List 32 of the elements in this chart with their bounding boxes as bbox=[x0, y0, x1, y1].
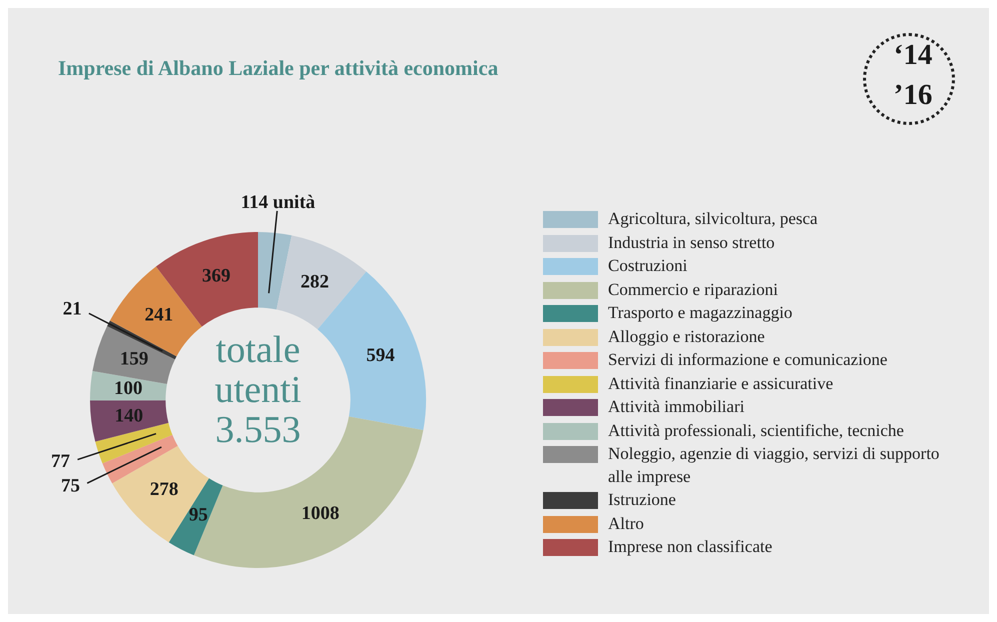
legend-label: Servizi di informazione e comunicazione bbox=[608, 349, 888, 371]
data-label: 159 bbox=[120, 348, 148, 370]
text: ’16 bbox=[892, 78, 934, 112]
legend-label: Attività immobiliari bbox=[608, 396, 746, 418]
data-label: 241 bbox=[144, 304, 174, 326]
data-label: 100 bbox=[114, 378, 143, 399]
text: ‘14 bbox=[892, 38, 934, 72]
legend-label: Attività finanziarie e assicurative bbox=[608, 372, 834, 394]
data-label: 77 bbox=[50, 450, 70, 472]
legend-label: Costruzioni bbox=[608, 255, 688, 277]
chart-title: Imprese di Albano Laziale per attività economica bbox=[58, 56, 498, 81]
data-label: 95 bbox=[188, 504, 208, 526]
legend-label: Noleggio, agenzie di viaggio, servizi di supporto alle imprese bbox=[608, 443, 940, 488]
data-label: 594 bbox=[366, 344, 396, 366]
data-label: 140 bbox=[114, 405, 144, 426]
legend-label: Imprese non classificate bbox=[608, 536, 774, 558]
legend-label: Commercio e riparazioni bbox=[608, 278, 779, 301]
data-label: 21 bbox=[62, 298, 82, 320]
legend-label: Agricoltura, silvicoltura, pesca bbox=[608, 208, 819, 230]
data-label: 369 bbox=[202, 266, 231, 287]
legend-label: Industria in senso stretto bbox=[608, 232, 776, 254]
data-label: 75 bbox=[60, 476, 80, 497]
data-label: 114 unità bbox=[240, 192, 316, 213]
legend-label: Istruzione bbox=[608, 489, 677, 511]
data-label: 282 bbox=[300, 272, 329, 293]
data-label: 1008 bbox=[301, 503, 340, 524]
legend-label: Alloggio e ristorazione bbox=[608, 326, 766, 348]
legend-label: Trasporto e magazzinaggio bbox=[608, 302, 794, 324]
legend-label: Attività professionali, scientifiche, tecniche bbox=[608, 420, 905, 442]
legend-label: Altro bbox=[608, 512, 645, 534]
data-label: 278 bbox=[150, 479, 178, 500]
text: totale utenti 3.553 bbox=[214, 329, 302, 451]
